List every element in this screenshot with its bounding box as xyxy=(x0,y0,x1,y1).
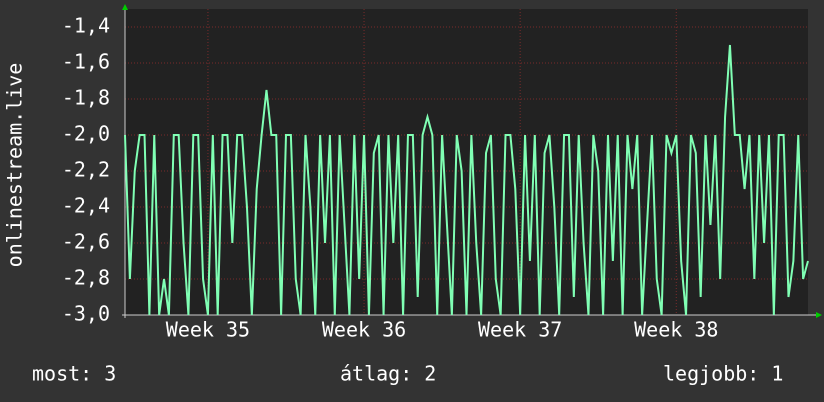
x-tick-label: Week 36 xyxy=(322,318,406,342)
y-tick-label: -1,6 xyxy=(62,50,110,74)
x-tick-label: Week 38 xyxy=(634,318,718,342)
data-line xyxy=(124,44,809,316)
y-tick-label: -1,4 xyxy=(62,14,110,38)
y-tick-label: -2,0 xyxy=(62,122,110,146)
axis-arrow xyxy=(122,4,128,10)
footer-stat: most: 3 xyxy=(32,362,116,386)
y-axis-label: onlinestream.live xyxy=(3,63,27,268)
plot-area xyxy=(125,9,808,315)
y-tick-label: -2,8 xyxy=(62,266,110,290)
footer-stat: átlag: 2 xyxy=(340,362,436,386)
x-tick-label: Week 35 xyxy=(166,318,250,342)
y-tick-label: -1,8 xyxy=(62,86,110,110)
x-tick-label: Week 37 xyxy=(478,318,562,342)
y-tick-label: -3,0 xyxy=(62,302,110,326)
y-tick-label: -2,6 xyxy=(62,230,110,254)
y-tick-label: -2,4 xyxy=(62,194,110,218)
footer-stat: legjobb: 1 xyxy=(663,362,783,386)
y-tick-label: -2,2 xyxy=(62,158,110,182)
axis-arrow xyxy=(816,312,822,318)
